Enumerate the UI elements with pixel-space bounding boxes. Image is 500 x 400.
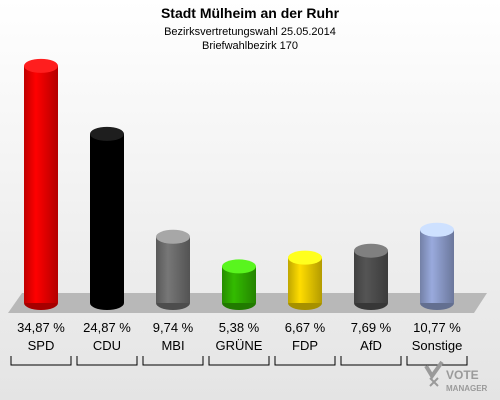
bar-mbi bbox=[156, 229, 190, 310]
category-label-afd: AfD bbox=[360, 338, 382, 353]
category-label-sonstige: Sonstige bbox=[412, 338, 463, 353]
bar-sonstige bbox=[420, 222, 454, 310]
category-label-fdp: FDP bbox=[292, 338, 318, 353]
category-bracket bbox=[208, 356, 270, 366]
value-label-sonstige: 10,77 % bbox=[413, 320, 461, 335]
category-bracket bbox=[142, 356, 204, 366]
chart-title: Stadt Mülheim an der Ruhr bbox=[161, 5, 340, 21]
value-label-grüne: 5,38 % bbox=[219, 320, 260, 335]
logo-line-2: MANAGER bbox=[446, 384, 488, 393]
vote-manager-logo: VOTE MANAGER bbox=[424, 360, 488, 393]
logo-check-icon bbox=[424, 360, 444, 387]
value-label-mbi: 9,74 % bbox=[153, 320, 194, 335]
bar-spd bbox=[24, 58, 58, 310]
category-bracket bbox=[340, 356, 402, 366]
value-label-afd: 7,69 % bbox=[351, 320, 392, 335]
chart-subtitle-district: Briefwahlbezirk 170 bbox=[202, 40, 298, 52]
category-label-spd: SPD bbox=[28, 338, 55, 353]
category-bracket bbox=[406, 356, 468, 366]
bar-grüne bbox=[222, 259, 256, 310]
category-label-cdu: CDU bbox=[93, 338, 121, 353]
category-label-grüne: GRÜNE bbox=[216, 338, 263, 353]
labels-group: 34,87 % SPD 24,87 % CDU 9,74 % MBI 5,38 % GRÜNE… bbox=[10, 320, 468, 366]
bars-group bbox=[24, 58, 454, 310]
category-bracket bbox=[274, 356, 336, 366]
chart-subtitle-election: Bezirksvertretungswahl 25.05.2014 bbox=[164, 26, 336, 38]
bar-fdp bbox=[288, 250, 322, 310]
category-label-mbi: MBI bbox=[161, 338, 184, 353]
bar-cdu bbox=[90, 126, 124, 310]
category-bracket bbox=[10, 356, 72, 366]
bar-afd bbox=[354, 243, 388, 310]
value-label-spd: 34,87 % bbox=[17, 320, 65, 335]
logo-line-1: VOTE bbox=[446, 368, 479, 382]
value-label-fdp: 6,67 % bbox=[285, 320, 326, 335]
category-bracket bbox=[76, 356, 138, 366]
value-label-cdu: 24,87 % bbox=[83, 320, 131, 335]
